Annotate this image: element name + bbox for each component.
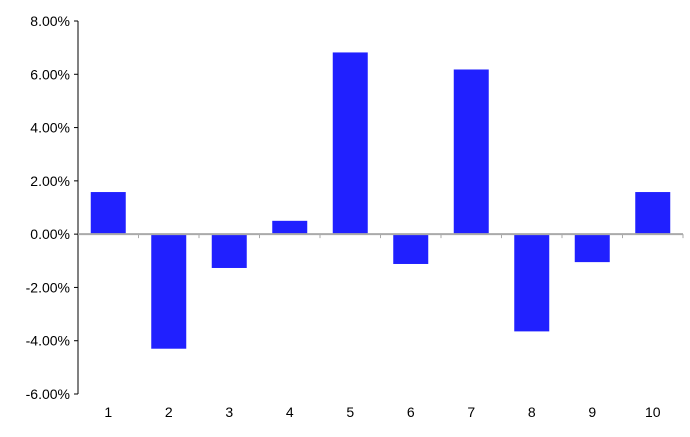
y-tick-label: 6.00% (30, 66, 70, 82)
bar-2 (151, 234, 187, 349)
x-tick-label: 4 (286, 404, 294, 420)
y-tick-label: 0.00% (30, 226, 70, 242)
x-tick-label: 3 (225, 404, 233, 420)
x-tick-label: 9 (588, 404, 596, 420)
bar-4 (272, 220, 308, 235)
y-tick-label: -4.00% (26, 333, 70, 349)
bar-1 (90, 192, 126, 235)
bar-10 (635, 192, 671, 235)
y-tick-label: 4.00% (30, 120, 70, 136)
y-tick-label: 8.00% (30, 13, 70, 29)
x-tick-label: 6 (407, 404, 415, 420)
x-tick-label: 8 (528, 404, 536, 420)
y-tick-label: -6.00% (26, 386, 70, 402)
bar-9 (574, 234, 610, 263)
x-tick-label: 7 (467, 404, 475, 420)
x-tick-label: 2 (165, 404, 173, 420)
bar-8 (514, 234, 550, 332)
y-tick-label: -2.00% (26, 279, 70, 295)
bar-3 (211, 234, 247, 268)
bar-5 (332, 52, 368, 235)
bar-7 (453, 69, 489, 235)
x-tick-label: 1 (104, 404, 112, 420)
bar-6 (393, 234, 429, 264)
x-tick-label: 10 (645, 404, 661, 420)
x-tick-label: 5 (346, 404, 354, 420)
y-tick-label: 2.00% (30, 173, 70, 189)
